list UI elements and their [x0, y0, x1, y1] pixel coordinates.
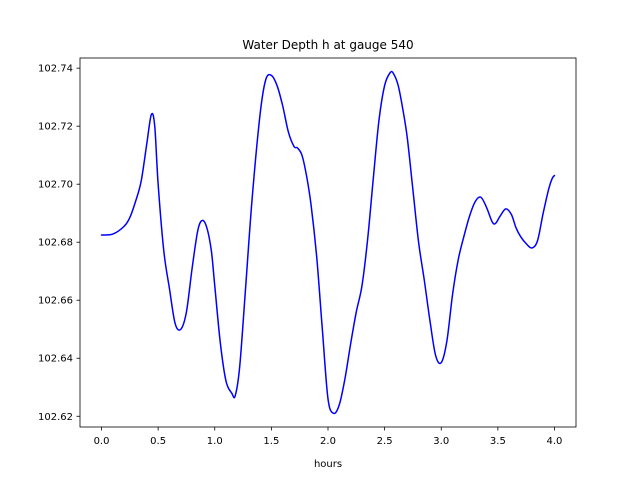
y-tick-label: 102.74 — [38, 64, 73, 75]
y-tick-label: 102.64 — [38, 354, 73, 365]
y-axis-ticks: 102.62 102.64 102.66 102.68 102.70 102.72 102.… — [38, 64, 80, 423]
x-tick-label: 1.0 — [207, 436, 223, 447]
x-tick-label: 3.0 — [433, 436, 449, 447]
x-tick-label: 2.0 — [320, 436, 336, 447]
x-axis-label: hours — [314, 459, 342, 470]
y-tick-label: 102.62 — [38, 412, 73, 423]
x-tick-label: 4.0 — [547, 436, 563, 447]
x-tick-label: 1.5 — [263, 436, 279, 447]
axes-frame — [79, 57, 577, 428]
water-depth-series-line — [100, 70, 556, 415]
chart-title: Water Depth h at gauge 540 — [242, 38, 413, 52]
x-tick-label: 2.5 — [377, 436, 393, 447]
y-tick-label: 102.72 — [38, 122, 73, 133]
x-tick-label: 3.5 — [490, 436, 506, 447]
x-tick-label: 0.5 — [150, 436, 166, 447]
x-axis-ticks: 0.0 0.5 1.0 1.5 2.0 2.5 3.0 3.5 4.0 — [94, 427, 563, 447]
y-tick-label: 102.66 — [38, 296, 73, 307]
y-tick-label: 102.70 — [38, 180, 73, 191]
y-tick-label: 102.68 — [38, 238, 73, 249]
x-tick-label: 0.0 — [94, 436, 110, 447]
